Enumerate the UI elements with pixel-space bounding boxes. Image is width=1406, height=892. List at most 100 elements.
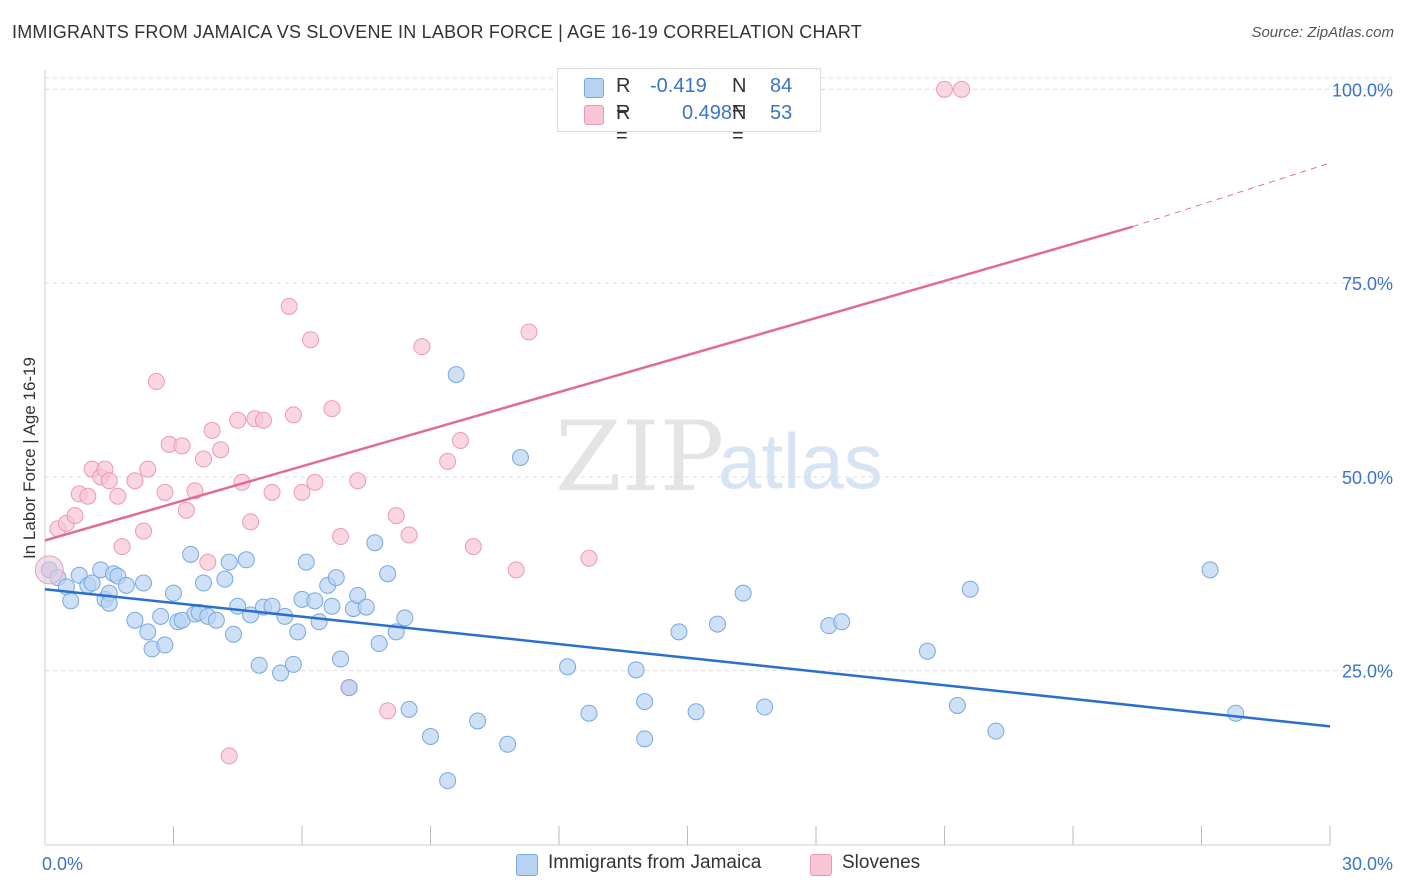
jamaica-point bbox=[340, 679, 358, 697]
jamaica-legend-label: Immigrants from Jamaica bbox=[548, 852, 762, 873]
slovene-point bbox=[464, 538, 482, 556]
jamaica-point bbox=[687, 703, 705, 721]
jamaica-point bbox=[422, 728, 439, 745]
jamaica-point bbox=[310, 613, 328, 631]
jamaica-point bbox=[135, 574, 153, 592]
slovene-point bbox=[349, 472, 367, 490]
slovene-point bbox=[242, 513, 260, 531]
y-tick-label: 75.0% bbox=[1342, 274, 1393, 294]
jamaica-point bbox=[559, 658, 577, 676]
jamaica-point bbox=[194, 574, 212, 592]
x-tick-label: 30.0% bbox=[1342, 854, 1393, 874]
jamaica-point bbox=[272, 664, 290, 682]
y-tick-label: 50.0% bbox=[1342, 468, 1393, 488]
jamaica-point bbox=[499, 735, 517, 753]
slovene-point bbox=[139, 460, 157, 478]
slovene-point bbox=[229, 411, 247, 429]
jamaica-point bbox=[366, 534, 384, 552]
jamaica-point bbox=[987, 722, 1005, 740]
jamaica-point bbox=[447, 366, 465, 384]
slovene-trend-line bbox=[44, 225, 1134, 542]
slovene-point bbox=[109, 487, 127, 505]
jamaica-trend-line bbox=[44, 588, 1331, 728]
legend-n-value: 53 bbox=[770, 102, 793, 124]
jamaica-point bbox=[332, 650, 350, 668]
legend-n-label: N = bbox=[732, 75, 747, 120]
slovene-point bbox=[147, 373, 165, 391]
jamaica-point bbox=[139, 623, 157, 641]
jamaica-point bbox=[117, 576, 135, 594]
legend-r-label: R = bbox=[616, 75, 631, 120]
legend-r-value: -0.419 bbox=[650, 75, 707, 97]
slovene-point bbox=[332, 528, 350, 546]
jamaica-point bbox=[224, 625, 242, 643]
slovene-point bbox=[293, 483, 311, 501]
slovene-trend-extension bbox=[1132, 162, 1331, 228]
slovene-point bbox=[254, 411, 272, 429]
slovene-point bbox=[177, 501, 195, 519]
jamaica-point bbox=[297, 553, 315, 571]
jamaica-point bbox=[636, 730, 654, 748]
jamaica-legend-swatch bbox=[516, 854, 538, 876]
jamaica-point bbox=[182, 545, 200, 563]
jamaica-swatch bbox=[584, 78, 604, 98]
slovene-point bbox=[520, 323, 538, 341]
slovene-point bbox=[79, 487, 97, 505]
slovene-point bbox=[400, 526, 418, 544]
jamaica-point bbox=[216, 570, 234, 588]
jamaica-point bbox=[370, 635, 388, 652]
slovene-swatch bbox=[584, 105, 604, 125]
jamaica-point bbox=[833, 613, 851, 631]
slovene-point bbox=[263, 483, 281, 501]
slovene-point bbox=[66, 507, 84, 525]
jamaica-point bbox=[126, 611, 144, 629]
slovene-point bbox=[126, 472, 144, 490]
slovene-point bbox=[113, 538, 131, 556]
jamaica-point bbox=[756, 698, 774, 716]
jamaica-point bbox=[250, 656, 268, 674]
legend-n-label: N = bbox=[732, 102, 747, 147]
jamaica-point bbox=[323, 597, 341, 615]
slovene-point bbox=[199, 553, 217, 571]
jamaica-point bbox=[306, 592, 324, 610]
slovene-point bbox=[953, 80, 971, 98]
watermark-zip: ZIP bbox=[555, 401, 724, 513]
jamaica-point bbox=[220, 553, 238, 571]
jamaica-point bbox=[670, 623, 688, 641]
slovene-point bbox=[156, 483, 174, 501]
slovene-point bbox=[379, 702, 397, 720]
jamaica-point bbox=[1201, 561, 1219, 579]
jamaica-point bbox=[580, 704, 598, 722]
jamaica-point bbox=[327, 569, 345, 587]
jamaica-point bbox=[379, 565, 397, 583]
slovene-point bbox=[212, 441, 230, 459]
slovene-point bbox=[413, 338, 431, 356]
y-tick-label: 100.0% bbox=[1332, 80, 1393, 100]
jamaica-point bbox=[83, 574, 101, 592]
jamaica-point bbox=[469, 712, 487, 730]
legend-r-value: 0.498 bbox=[682, 102, 733, 124]
jamaica-point bbox=[439, 772, 457, 790]
slovene-point bbox=[280, 297, 298, 315]
slovene-point bbox=[451, 431, 469, 449]
jamaica-point bbox=[357, 598, 375, 616]
slovene-point bbox=[173, 437, 191, 455]
jamaica-point bbox=[237, 551, 255, 569]
jamaica-point bbox=[152, 607, 170, 625]
slovene-point bbox=[936, 80, 953, 98]
slovene-point bbox=[323, 400, 341, 418]
legend-n-value: 84 bbox=[770, 75, 793, 97]
jamaica-point bbox=[636, 693, 654, 711]
slovene-point bbox=[580, 549, 598, 567]
jamaica-point bbox=[627, 661, 645, 679]
slovene-point bbox=[135, 522, 153, 540]
chart-title: IMMIGRANTS FROM JAMAICA VS SLOVENE IN LA… bbox=[12, 22, 862, 42]
jamaica-point bbox=[349, 586, 367, 604]
jamaica-point bbox=[284, 655, 302, 673]
x-tick-label: 0.0% bbox=[42, 854, 83, 874]
jamaica-point bbox=[708, 615, 726, 633]
jamaica-point bbox=[156, 636, 174, 654]
slovene-point bbox=[439, 452, 457, 470]
slovene-point bbox=[100, 472, 118, 490]
